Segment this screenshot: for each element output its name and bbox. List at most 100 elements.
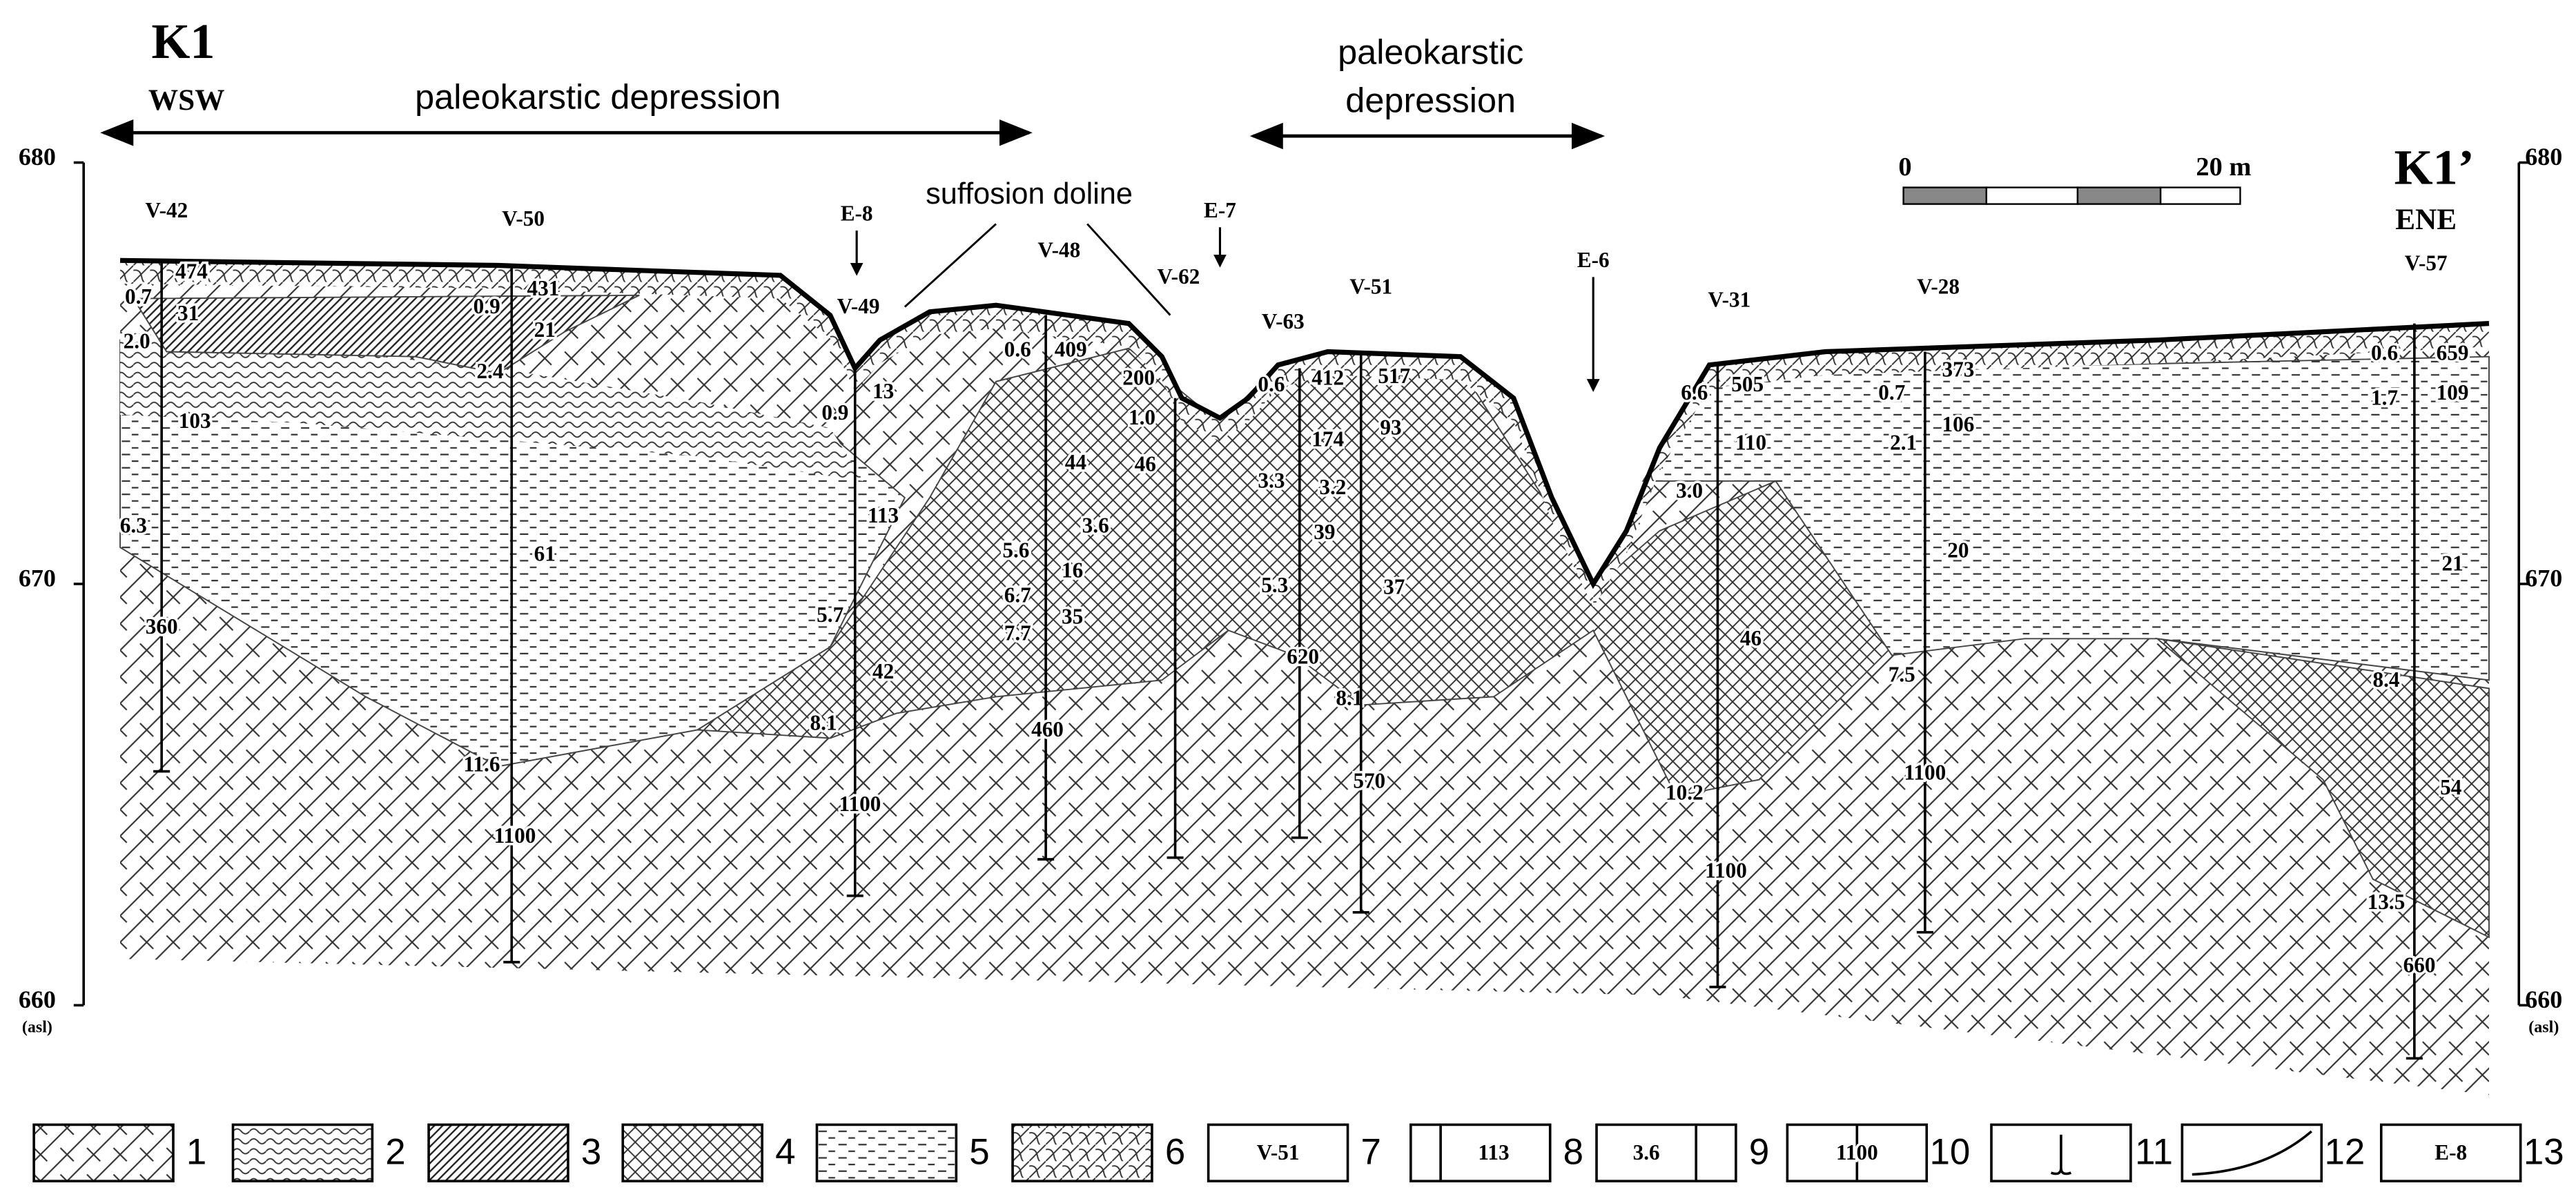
well-value: 5.3: [1261, 573, 1288, 597]
legend-number: 8: [1563, 1132, 1583, 1173]
legend-sample: E-8: [2434, 1140, 2467, 1164]
well-value: 8.1: [810, 710, 837, 734]
well-value: 5.7: [817, 603, 843, 627]
well-value: 7.7: [1004, 621, 1031, 645]
sounding-label: E-6: [1577, 248, 1610, 272]
well-value: 1.7: [2371, 385, 2398, 409]
well-value: 46: [1135, 452, 1156, 476]
legend-number: 10: [1930, 1132, 1971, 1173]
axis-unit: (asl): [2528, 1019, 2559, 1037]
well-value: 109: [2437, 380, 2469, 404]
scale-label: 0: [1898, 153, 1911, 182]
legend-box: [815, 1123, 958, 1182]
legend-sample: 1100: [1836, 1140, 1878, 1164]
legend-box: [2180, 1123, 2323, 1182]
well-value: 460: [1031, 717, 1064, 741]
well-value: 13.5: [2368, 890, 2406, 914]
sounding-label: E-8: [841, 202, 873, 226]
direction: ENE: [2395, 203, 2457, 236]
axis-unit: (asl): [22, 1019, 52, 1037]
well-value: 2.4: [476, 359, 503, 383]
legend-box: [621, 1123, 763, 1182]
annotation: depression: [1345, 80, 1516, 119]
legend-box: [1011, 1123, 1153, 1182]
pointer: [1086, 223, 1171, 316]
legend-sample: 113: [1478, 1140, 1509, 1164]
layer-crosshatch: [2155, 637, 2490, 939]
legend-number: 6: [1165, 1132, 1185, 1173]
well-value: 620: [1287, 644, 1319, 668]
well-value: 360: [146, 614, 178, 638]
well-value: 5.6: [1002, 538, 1029, 562]
well-value: 200: [1122, 366, 1155, 390]
well-value: 174: [1311, 427, 1344, 451]
well-value: 0.7: [1878, 380, 1905, 404]
well-value: 42: [872, 659, 894, 683]
well-value: 0.7: [125, 284, 152, 309]
well-value: 44: [1065, 450, 1087, 474]
well-value: 1.0: [1129, 405, 1155, 429]
scale-label: 20 m: [2196, 153, 2251, 182]
legend-number: 5: [969, 1132, 989, 1173]
well-value: 3.6: [1082, 513, 1109, 537]
well-value: 16: [1062, 558, 1083, 582]
legend-number: 2: [385, 1132, 405, 1173]
well-value: 35: [1062, 605, 1083, 629]
well-value: 13: [872, 379, 894, 403]
well-name: V-31: [1708, 288, 1750, 312]
tick-label: 660: [19, 986, 56, 1013]
annotation: paleokarstic: [1338, 32, 1523, 72]
well-value: 54: [2440, 775, 2462, 799]
well-name: V-62: [1157, 264, 1200, 289]
tick-label: 680: [19, 143, 56, 170]
well-value: 39: [1314, 520, 1335, 544]
annotation: paleokarstic depression: [415, 77, 781, 117]
legend-box: [2379, 1123, 2522, 1182]
well-value: 373: [1942, 358, 1975, 382]
well-value: 409: [1055, 338, 1087, 362]
well-value: 0.9: [821, 400, 848, 424]
legend-sample: V-51: [1257, 1140, 1300, 1164]
well-value: 1100: [839, 792, 881, 816]
legend-number: 9: [1749, 1132, 1769, 1173]
well-value: 6.3: [120, 513, 147, 537]
legend-number: 12: [2325, 1132, 2365, 1173]
legend-number: 13: [2524, 1132, 2564, 1173]
well-value: 570: [1353, 769, 1385, 793]
well-value: 412: [1311, 366, 1344, 390]
well-value: 0.6: [1258, 372, 1285, 396]
legend-box: [1207, 1123, 1349, 1182]
well-value: 106: [1942, 412, 1975, 436]
well-value: 7.5: [1889, 663, 1915, 687]
legend-box: [32, 1123, 175, 1182]
well-value: 8.1: [1336, 685, 1363, 710]
direction: WSW: [148, 84, 225, 117]
annotation: suffosion doline: [926, 177, 1133, 211]
well-value: 61: [534, 541, 556, 565]
well-value: 46: [1740, 626, 1762, 650]
well-value: 3.0: [1676, 478, 1703, 502]
well-name: V-63: [1262, 309, 1305, 333]
well-value: 37: [1383, 574, 1405, 598]
well-value: 10.2: [1666, 780, 1704, 804]
legend-number: 3: [581, 1132, 601, 1173]
scale-bar: [1902, 186, 2241, 205]
well-value: 474: [175, 260, 208, 284]
well-value: 11.6: [464, 752, 500, 777]
profile-label: K1’: [2394, 139, 2475, 195]
legend-box: [427, 1123, 569, 1182]
well-value: 20: [1947, 538, 1969, 562]
well-name: V-42: [145, 198, 188, 222]
tick-label: 660: [2525, 986, 2562, 1013]
tick-label: 670: [2525, 564, 2562, 592]
well-value: 659: [2437, 340, 2469, 364]
geology: [119, 257, 2490, 1095]
legend-sample: 3.6: [1633, 1140, 1660, 1164]
well-value: 0.9: [474, 294, 500, 318]
well-value: 0.6: [2371, 340, 2398, 364]
pointer: [904, 223, 997, 308]
tick-label: 670: [19, 564, 56, 592]
layer-clay: [120, 331, 863, 481]
